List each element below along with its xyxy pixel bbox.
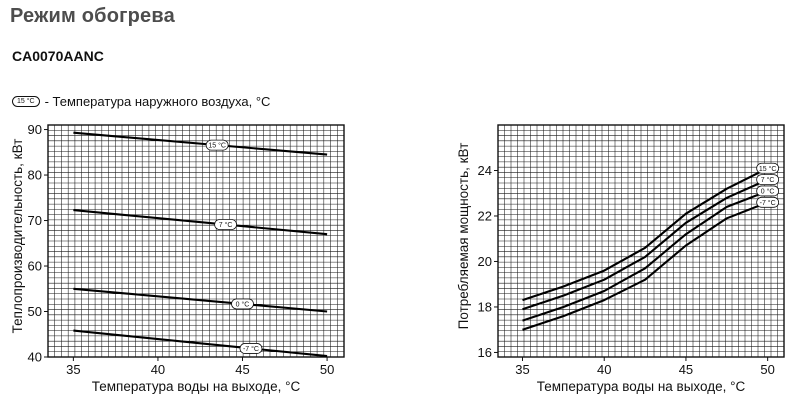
y-axis-label: Теплопроизводительность, кВт — [10, 139, 25, 334]
x-tick-label: 35 — [515, 362, 529, 377]
y-tick-label: 20 — [478, 254, 492, 269]
series-line — [522, 178, 769, 311]
x-tick-label: 50 — [320, 362, 334, 377]
series-tag-label: -7 °C — [760, 199, 776, 207]
series-line — [522, 167, 769, 302]
model-name: CA0070AANC — [12, 48, 104, 64]
y-tick-label: 40 — [28, 350, 42, 365]
series-tag — [756, 185, 780, 197]
y-tick-label: 50 — [28, 304, 42, 319]
x-axis-label: Температура воды на выходе, °C — [92, 379, 301, 394]
series-tag — [205, 139, 229, 151]
y-tick-label: 60 — [28, 259, 42, 274]
x-tick-label: 50 — [760, 362, 774, 377]
series-tag — [756, 174, 780, 185]
series-tag — [756, 162, 780, 174]
y-tick-label: 18 — [478, 299, 492, 314]
page-title: Режим обогрева — [10, 5, 175, 27]
series-tag — [231, 298, 254, 310]
series-tag-label: 15 °C — [759, 165, 777, 173]
series-tag-label: 0 °C — [236, 301, 250, 309]
legend: 15 °C - Температура наружного воздуха, °… — [12, 92, 270, 110]
series-tag-label: 15 °C — [208, 142, 226, 150]
series-tag — [239, 343, 263, 354]
x-tick-label: 40 — [597, 362, 611, 377]
x-tick-label: 35 — [66, 362, 80, 377]
series-tag-label: -7 °C — [243, 345, 259, 353]
series-tag — [756, 196, 780, 208]
series-line — [73, 209, 328, 236]
x-tick-label: 45 — [235, 362, 249, 377]
series-tag — [214, 219, 238, 230]
series-tag-label: 7 °C — [219, 221, 233, 229]
series-line — [522, 201, 769, 331]
y-tick-label: 80 — [28, 168, 42, 183]
series-line — [73, 131, 328, 156]
series-line — [73, 287, 328, 313]
y-axis-label: Потребляемая мощность, кВт — [456, 143, 471, 330]
x-tick-label: 45 — [679, 362, 693, 377]
plot-frame — [47, 124, 345, 358]
legend-text: - Температура наружного воздуха, °C — [44, 93, 271, 109]
legend-badge: 15 °C — [12, 95, 40, 107]
y-tick-label: 90 — [28, 122, 42, 137]
y-tick-label: 22 — [478, 208, 492, 223]
series-line — [522, 190, 769, 322]
series-line — [73, 329, 328, 358]
series-tag-label: 0 °C — [761, 188, 775, 196]
y-tick-label: 16 — [478, 345, 492, 360]
y-tick-label: 70 — [28, 213, 42, 228]
x-tick-label: 40 — [151, 362, 165, 377]
y-tick-label: 24 — [478, 163, 492, 178]
series-tag-label: 7 °C — [761, 176, 775, 184]
plot-frame — [497, 124, 785, 358]
x-axis-label: Температура воды на выходе, °C — [537, 379, 746, 394]
